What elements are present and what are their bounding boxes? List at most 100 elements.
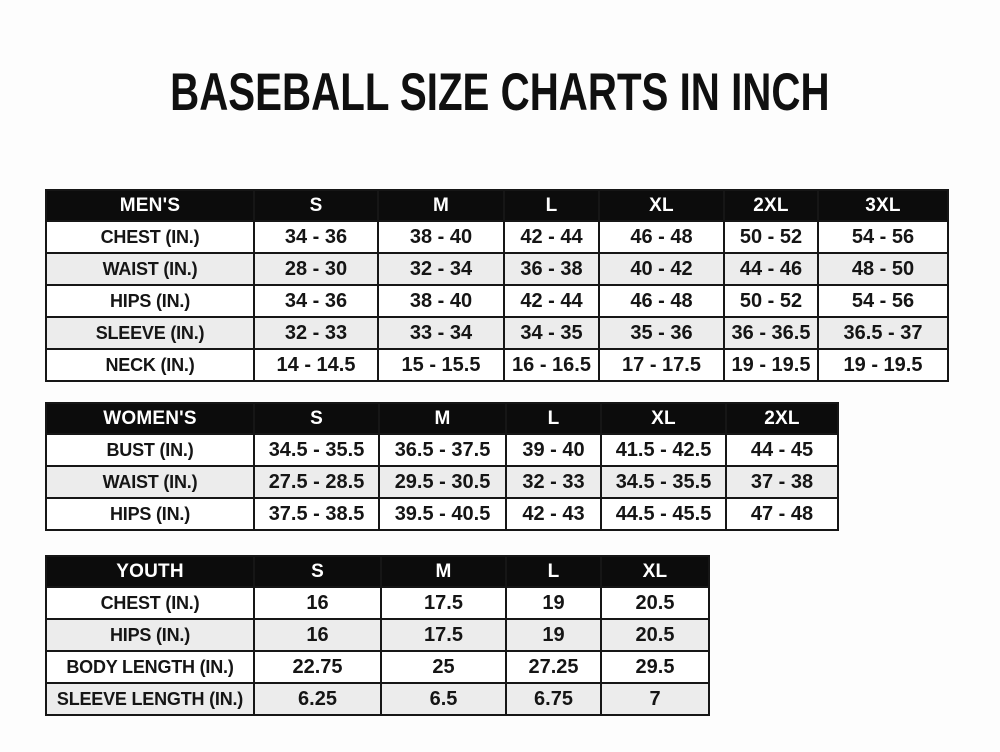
page-title: BASEBALL SIZE CHARTS IN INCH [0,66,1000,119]
value-cell: 44 - 45 [725,433,839,467]
value-cell: 17.5 [380,586,507,620]
womens-size-table: WOMEN'S S M L XL 2XL BUST (IN.) 34.5 - 35.5 36.5… [45,402,839,531]
value-cell: 19 [505,586,602,620]
table-row: WAIST (IN.) 28 - 30 32 - 34 36 - 38 40 - 42 4… [45,252,949,286]
value-cell: 42 - 43 [505,497,602,531]
size-header-cell: M [377,189,505,222]
row-label: WAIST (IN.) [45,252,255,286]
row-label: HIPS (IN.) [45,284,255,318]
size-header-cell: XL [600,555,710,588]
row-label: BUST (IN.) [45,433,255,467]
size-header-cell: L [503,189,600,222]
value-cell: 34 - 36 [253,220,379,254]
value-cell: 35 - 36 [598,316,725,350]
value-cell: 6.5 [380,682,507,716]
row-label: CHEST (IN.) [45,586,255,620]
value-cell: 40 - 42 [598,252,725,286]
value-cell: 38 - 40 [377,284,505,318]
value-cell: 15 - 15.5 [377,348,505,382]
row-label: CHEST (IN.) [45,220,255,254]
value-cell: 34.5 - 35.5 [600,465,727,499]
value-cell: 44.5 - 45.5 [600,497,727,531]
value-cell: 33 - 34 [377,316,505,350]
size-header-cell: M [378,402,507,435]
size-header-cell: S [253,555,382,588]
table-row: HIPS (IN.) 37.5 - 38.5 39.5 - 40.5 42 - 43 4… [45,497,839,531]
size-header-cell: XL [598,189,725,222]
size-header-cell: S [253,402,380,435]
value-cell: 32 - 34 [377,252,505,286]
section-header-cell: YOUTH [45,555,255,588]
section-header-cell: MEN'S [45,189,255,222]
value-cell: 46 - 48 [598,220,725,254]
table-row: NECK (IN.) 14 - 14.5 15 - 15.5 16 - 16.5 17 … [45,348,949,382]
table-row: SLEEVE LENGTH (IN.) 6.25 6.5 6.75 7 [45,682,710,716]
value-cell: 19 - 19.5 [817,348,949,382]
table-row: BODY LENGTH (IN.) 22.75 25 27.25 29.5 [45,650,710,684]
value-cell: 50 - 52 [723,220,819,254]
value-cell: 36.5 - 37 [817,316,949,350]
size-header-cell: 2XL [723,189,819,222]
section-header-cell: WOMEN'S [45,402,255,435]
value-cell: 34.5 - 35.5 [253,433,380,467]
header-row: WOMEN'S S M L XL 2XL [45,402,839,435]
value-cell: 29.5 - 30.5 [378,465,507,499]
value-cell: 6.75 [505,682,602,716]
value-cell: 37.5 - 38.5 [253,497,380,531]
value-cell: 29.5 [600,650,710,684]
row-label: SLEEVE LENGTH (IN.) [45,682,255,716]
value-cell: 37 - 38 [725,465,839,499]
value-cell: 47 - 48 [725,497,839,531]
value-cell: 39.5 - 40.5 [378,497,507,531]
value-cell: 39 - 40 [505,433,602,467]
value-cell: 38 - 40 [377,220,505,254]
table-row: BUST (IN.) 34.5 - 35.5 36.5 - 37.5 39 - 40 4… [45,433,839,467]
size-header-cell: 2XL [725,402,839,435]
size-header-cell: M [380,555,507,588]
value-cell: 16 [253,586,382,620]
value-cell: 20.5 [600,586,710,620]
value-cell: 19 - 19.5 [723,348,819,382]
value-cell: 16 [253,618,382,652]
value-cell: 36.5 - 37.5 [378,433,507,467]
row-label: BODY LENGTH (IN.) [45,650,255,684]
value-cell: 42 - 44 [503,220,600,254]
table-row: CHEST (IN.) 34 - 36 38 - 40 42 - 44 46 - 48 5… [45,220,949,254]
value-cell: 28 - 30 [253,252,379,286]
youth-size-table: YOUTH S M L XL CHEST (IN.) 16 17.5 19 20.5 HIPS (I… [45,555,710,716]
row-label: HIPS (IN.) [45,618,255,652]
value-cell: 50 - 52 [723,284,819,318]
value-cell: 54 - 56 [817,284,949,318]
table-row: WAIST (IN.) 27.5 - 28.5 29.5 - 30.5 32 - 33… [45,465,839,499]
page-title-text: BASEBALL SIZE CHARTS IN INCH [170,63,830,122]
value-cell: 34 - 35 [503,316,600,350]
row-label: HIPS (IN.) [45,497,255,531]
mens-size-table: MEN'S S M L XL 2XL 3XL CHEST (IN.) 34 - 36 38 - 4… [45,189,949,382]
value-cell: 14 - 14.5 [253,348,379,382]
value-cell: 46 - 48 [598,284,725,318]
value-cell: 19 [505,618,602,652]
value-cell: 6.25 [253,682,382,716]
row-label: NECK (IN.) [45,348,255,382]
size-header-cell: L [505,555,602,588]
table-row: SLEEVE (IN.) 32 - 33 33 - 34 34 - 35 35 - 36… [45,316,949,350]
value-cell: 36 - 38 [503,252,600,286]
header-row: YOUTH S M L XL [45,555,710,588]
value-cell: 48 - 50 [817,252,949,286]
value-cell: 16 - 16.5 [503,348,600,382]
value-cell: 20.5 [600,618,710,652]
value-cell: 17 - 17.5 [598,348,725,382]
table-row: HIPS (IN.) 34 - 36 38 - 40 42 - 44 46 - 48 50… [45,284,949,318]
value-cell: 27.25 [505,650,602,684]
value-cell: 41.5 - 42.5 [600,433,727,467]
value-cell: 27.5 - 28.5 [253,465,380,499]
table-row: CHEST (IN.) 16 17.5 19 20.5 [45,586,710,620]
value-cell: 42 - 44 [503,284,600,318]
value-cell: 32 - 33 [253,316,379,350]
row-label: SLEEVE (IN.) [45,316,255,350]
size-header-cell: S [253,189,379,222]
value-cell: 17.5 [380,618,507,652]
size-header-cell: 3XL [817,189,949,222]
header-row: MEN'S S M L XL 2XL 3XL [45,189,949,222]
